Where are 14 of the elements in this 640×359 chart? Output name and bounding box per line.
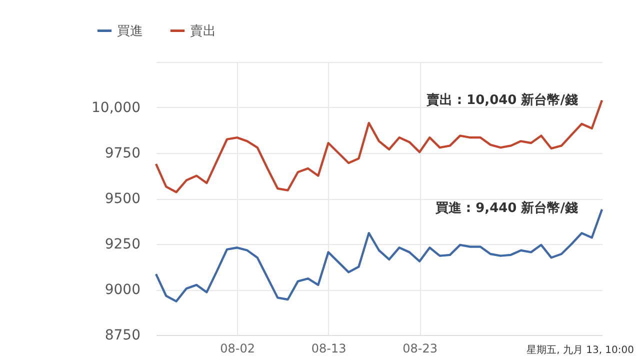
y-tick-label: 10,000	[92, 100, 140, 116]
legend-label: 賣出	[190, 24, 216, 39]
annotation: 賣出 : 10,040 新台幣/錢	[425, 92, 578, 108]
y-tick-label: 9500	[104, 191, 140, 207]
x-tick-label: 08-13	[311, 342, 346, 356]
x-tick-label: 08-23	[402, 342, 438, 356]
y-tick-label: 9750	[104, 146, 140, 162]
y-tick-label: 8750	[104, 328, 140, 344]
text: 星期五, 九月 13, 10:00	[526, 344, 634, 356]
annotation: 買進 : 9,440 新台幣/錢	[434, 200, 578, 216]
y-tick-label: 9000	[104, 282, 140, 298]
y-tick-label: 9250	[104, 236, 140, 252]
legend-label: 買進	[117, 24, 143, 39]
x-tick-label: 08-02	[220, 342, 256, 356]
